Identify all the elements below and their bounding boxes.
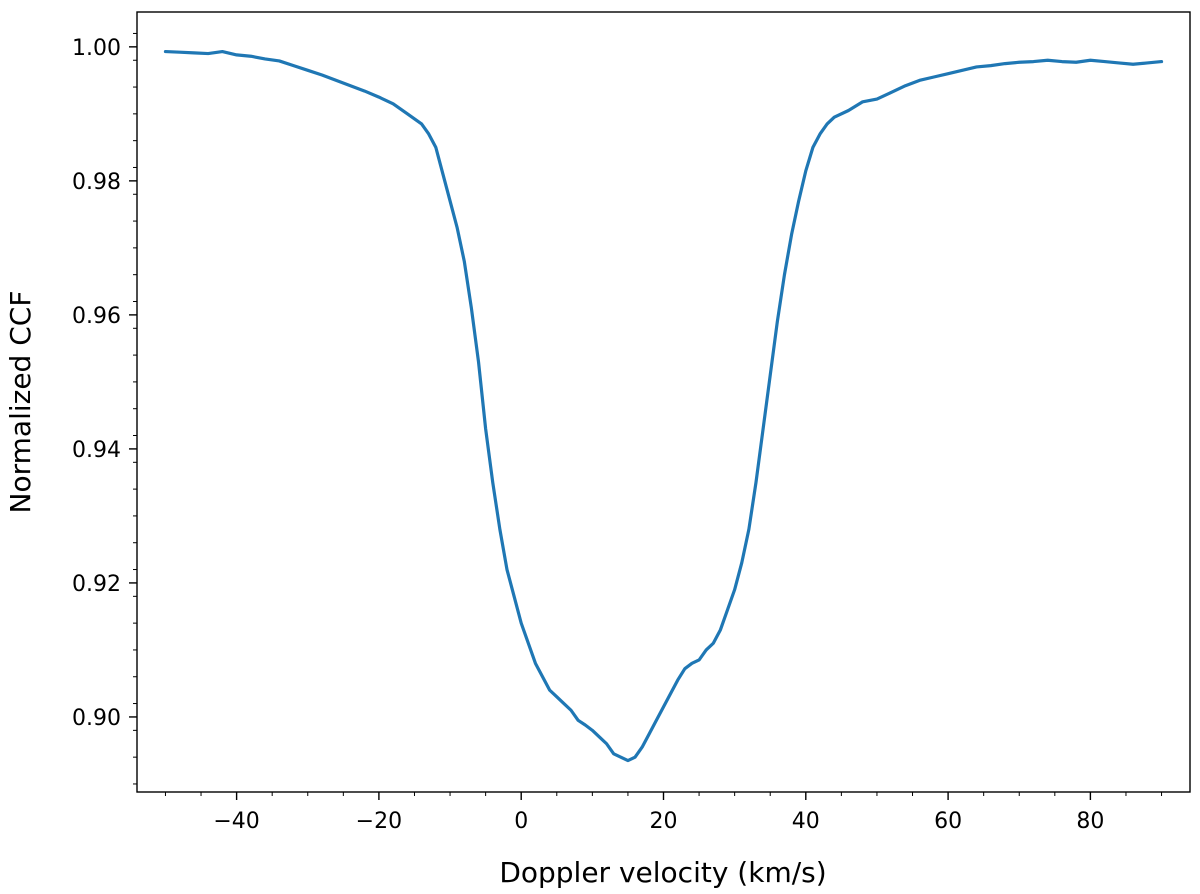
x-axis: −40 −20 0 20 40 60 80 [164, 792, 1163, 834]
y-tick-label: 0.92 [72, 572, 121, 597]
y-axis: 0.90 0.92 0.94 0.96 0.98 1.00 [72, 32, 137, 785]
x-tick-label: −20 [356, 809, 402, 834]
y-tick-label: 0.94 [72, 438, 121, 463]
y-tick-label: 0.98 [72, 170, 121, 195]
x-tick-label: 0 [514, 809, 528, 834]
x-tick-label: 60 [934, 809, 962, 834]
x-axis-title: Doppler velocity (km/s) [499, 856, 826, 889]
x-tick-label: 20 [650, 809, 678, 834]
x-tick-label: 80 [1076, 809, 1104, 834]
y-axis-title: Normalized CCF [4, 291, 37, 514]
y-tick-label: 0.96 [72, 304, 121, 329]
y-tick-label: 1.00 [72, 36, 121, 61]
plot-frame [136, 11, 1191, 793]
x-tick-label: −40 [213, 809, 259, 834]
x-tick-label: 40 [792, 809, 820, 834]
ccf-series-line [163, 49, 1164, 763]
y-tick-label: 0.90 [72, 706, 121, 731]
